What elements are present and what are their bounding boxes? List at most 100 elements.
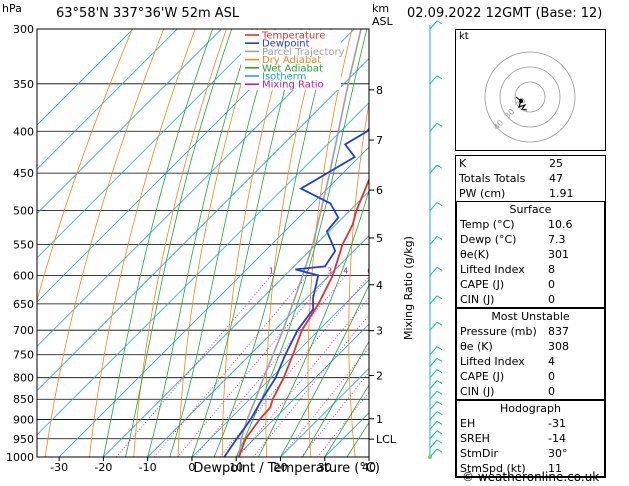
wet-adiabat-line	[324, 384, 369, 457]
surface-title: Surface	[509, 203, 552, 216]
plot-frame	[36, 28, 370, 458]
pressure-tick-label: 400	[13, 125, 34, 138]
copyright-link[interactable]: © weatheronline.co.uk	[462, 470, 600, 484]
wind-barb	[429, 411, 438, 420]
most-unstable-box: Most Unstable Pressure (mb) 837 θe (K) 308…	[456, 308, 605, 400]
wet-adiabat-line	[235, 29, 368, 457]
mixing-ratio-line	[194, 275, 347, 457]
dry-adiabat-line	[307, 29, 353, 457]
wet-adiabat-line	[147, 29, 253, 457]
wind-barb	[429, 295, 438, 305]
wind-barb-flag	[436, 357, 443, 362]
mixing-ratio-line	[238, 296, 369, 457]
wind-barb	[429, 439, 438, 449]
surface-box: Surface Temp (°C) 10.6 Dewp (°C) 7.3 θe(K)…	[456, 201, 605, 308]
wind-barb	[429, 20, 438, 30]
isotherm-line	[37, 102, 369, 436]
pressure-tick-label: 1000	[6, 451, 34, 464]
wet-adiabat-line	[257, 189, 369, 457]
wind-barb-flag	[436, 448, 443, 453]
wind-barb-flag	[436, 411, 443, 415]
parcel-trace	[238, 29, 362, 457]
mixing-ratio-line	[252, 314, 369, 457]
wind-barb	[429, 164, 438, 174]
hodograph-kt-label: kt	[459, 31, 469, 42]
pressure-tick-label: 900	[13, 414, 34, 427]
hodograph-box: Hodograph EH -31 SREH -14 StmDir 30° StmSpd…	[456, 400, 605, 477]
wind-barb-flag	[436, 420, 443, 425]
wet-adiabat-line	[280, 284, 369, 457]
wind-barb-flag	[436, 439, 443, 444]
pressure-tick-label: 450	[13, 167, 34, 180]
mixing-ratio-label: 8	[385, 266, 390, 275]
x-tick-label: 30	[318, 461, 332, 474]
pressure-tick-label: 850	[13, 393, 34, 406]
sounding-datetime: 02.09.2022 12GMT (Base: 12)	[407, 6, 603, 21]
dry-adiabat-line	[44, 29, 165, 457]
pressure-tick-label: 700	[13, 324, 34, 337]
wind-barb-flag	[436, 266, 443, 271]
wind-barb	[429, 321, 438, 331]
wet-adiabat-line	[103, 29, 213, 457]
x-tick-label: 0	[188, 461, 195, 474]
storm-motion-marker	[519, 99, 523, 103]
wind-barb-flag	[436, 236, 443, 240]
wind-barb	[429, 267, 438, 276]
dry-adiabat-line	[177, 29, 259, 457]
dry-adiabat-line	[348, 100, 369, 457]
legend-label: Dewpoint	[262, 39, 310, 50]
x-tick-label: -10	[139, 461, 157, 474]
dewpoint-trace	[223, 127, 369, 457]
asl-axis-label: ASL	[372, 15, 393, 28]
mixing-ratio-label: 20	[441, 266, 451, 275]
mixing-ratio-label: 4	[343, 266, 348, 275]
mixing-ratio-line	[153, 275, 308, 457]
km-tick-label: LCL	[376, 433, 397, 446]
wet-adiabat-line	[169, 29, 276, 457]
x-tick-label: 40	[362, 461, 376, 474]
index-row-totals: Totals Totals 47	[459, 172, 563, 185]
station-location: 63°58'N 337°36'W 52m ASL	[56, 6, 240, 21]
wind-barb-flag	[436, 346, 443, 351]
wind-barb	[429, 390, 438, 400]
mixing-ratio-axis-label: Mixing Ratio (g/kg)	[402, 236, 415, 340]
hodograph-plot: 403020	[455, 29, 606, 151]
mixing-ratio-line	[301, 371, 369, 457]
isotherm-line	[37, 58, 369, 392]
wind-barb-flag	[436, 321, 443, 326]
km-tick-label: 4	[376, 279, 383, 292]
x-tick-label: 20	[273, 461, 287, 474]
wind-barb-flag	[436, 401, 443, 405]
isotherm-line	[37, 29, 222, 215]
x-tick-label: -30	[50, 461, 68, 474]
mixing-ratio-line	[177, 275, 330, 457]
wind-barb-flag	[436, 369, 443, 374]
pressure-tick-label: 300	[13, 23, 34, 36]
indices-table: K 25 Totals Totals 47 PW (cm) 1.91 Surface …	[455, 155, 606, 478]
index-row-k: K 25	[459, 157, 563, 170]
isotherm-line	[37, 29, 134, 126]
isotherm-line	[37, 29, 267, 259]
km-axis-label: km	[372, 2, 390, 15]
surface-wind-marker	[428, 455, 432, 459]
hpa-axis-label: hPa	[2, 2, 22, 15]
legend-label: Wet Adiabat	[262, 63, 323, 74]
pressure-tick-label: 650	[13, 298, 34, 311]
hodograph-ring	[499, 66, 561, 128]
mixing-ratio-label: 3	[327, 266, 332, 275]
x-tick-label: 10	[229, 461, 243, 474]
pressure-tick-label: 350	[13, 78, 34, 91]
mixing-ratio-label: 2	[305, 266, 310, 275]
km-tick-label: 5	[376, 232, 383, 245]
hodograph-title: Hodograph	[500, 402, 561, 415]
isotherm-line	[191, 279, 369, 457]
wind-barb	[429, 358, 438, 367]
legend-label: Temperature	[261, 31, 325, 42]
wind-barbs	[428, 20, 443, 459]
km-tick-label: 3	[376, 325, 383, 338]
km-tick-label: 8	[376, 84, 383, 97]
wind-barb	[429, 75, 438, 85]
wind-barb-flag	[436, 430, 443, 435]
wind-barb	[429, 420, 438, 430]
